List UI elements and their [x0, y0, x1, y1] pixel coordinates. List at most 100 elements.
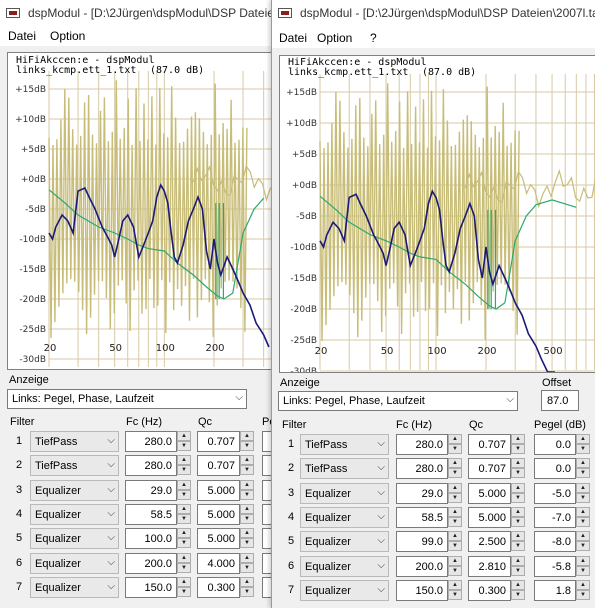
pegel-input[interactable] [262, 503, 272, 525]
fc-stepper[interactable]: 150.0 ▲ ▼ [125, 576, 191, 598]
pegel-input[interactable] [262, 552, 272, 574]
spin-down-icon[interactable]: ▼ [240, 586, 254, 597]
fc-input[interactable]: 29.0 [396, 482, 448, 504]
pegel-input[interactable] [262, 479, 272, 501]
filter-type-select[interactable]: Equalizer ⌵ [300, 579, 389, 601]
fc-input[interactable]: 280.0 [125, 431, 177, 452]
pegel-input[interactable]: -7.0 [534, 506, 576, 528]
spin-up-icon[interactable]: ▲ [177, 503, 191, 514]
spin-down-icon[interactable]: ▼ [448, 565, 462, 576]
back-titlebar[interactable]: dspModul - [D:\2Jürgen\dspModul\DSP Date… [0, 0, 272, 26]
qc-input[interactable]: 5.000 [197, 503, 240, 525]
spin-down-icon[interactable]: ▼ [576, 468, 590, 479]
spin-up-icon[interactable]: ▲ [448, 458, 462, 469]
spin-down-icon[interactable]: ▼ [240, 489, 254, 500]
qc-input[interactable]: 0.707 [468, 458, 511, 480]
spin-up-icon[interactable]: ▲ [240, 503, 254, 514]
filter-type-select[interactable]: Equalizer ⌵ [300, 482, 389, 504]
fc-stepper[interactable]: 99.0 ▲ ▼ [396, 531, 462, 553]
qc-stepper[interactable]: 0.707 ▲ ▼ [468, 434, 525, 455]
spin-up-icon[interactable]: ▲ [240, 576, 254, 587]
spin-down-icon[interactable]: ▼ [448, 492, 462, 503]
pegel-stepper[interactable] [262, 431, 272, 452]
fc-input[interactable]: 200.0 [125, 552, 177, 574]
fc-input[interactable]: 280.0 [396, 458, 448, 480]
app-icon[interactable] [278, 8, 292, 18]
spin-down-icon[interactable]: ▼ [511, 444, 525, 454]
qc-stepper[interactable]: 5.000 ▲ ▼ [197, 503, 254, 525]
spin-up-icon[interactable]: ▲ [448, 434, 462, 444]
qc-input[interactable]: 5.000 [197, 479, 240, 501]
filter-type-select[interactable]: Equalizer ⌵ [30, 503, 119, 525]
fc-stepper[interactable]: 200.0 ▲ ▼ [396, 555, 462, 577]
qc-stepper[interactable]: 4.000 ▲ ▼ [197, 552, 254, 574]
qc-input[interactable]: 5.000 [197, 528, 240, 550]
spin-up-icon[interactable]: ▲ [240, 455, 254, 466]
spin-down-icon[interactable]: ▼ [576, 565, 590, 576]
fc-stepper[interactable]: 29.0 ▲ ▼ [396, 482, 462, 504]
qc-input[interactable]: 0.707 [197, 455, 240, 477]
fc-input[interactable]: 100.0 [125, 528, 177, 550]
spin-up-icon[interactable]: ▲ [448, 506, 462, 517]
spin-up-icon[interactable]: ▲ [177, 479, 191, 490]
spin-down-icon[interactable]: ▼ [511, 468, 525, 479]
qc-input[interactable]: 0.707 [468, 434, 511, 455]
qc-stepper[interactable]: 2.810 ▲ ▼ [468, 555, 525, 577]
spin-up-icon[interactable]: ▲ [177, 528, 191, 539]
spin-up-icon[interactable]: ▲ [240, 552, 254, 563]
qc-input[interactable]: 5.000 [468, 482, 511, 504]
fc-stepper[interactable]: 280.0 ▲ ▼ [125, 431, 191, 452]
spin-down-icon[interactable]: ▼ [240, 513, 254, 524]
fc-stepper[interactable]: 280.0 ▲ ▼ [396, 458, 462, 480]
pegel-stepper[interactable] [262, 455, 272, 477]
spin-up-icon[interactable]: ▲ [448, 579, 462, 590]
pegel-stepper[interactable] [262, 576, 272, 598]
pegel-input[interactable]: 0.0 [534, 434, 576, 455]
pegel-stepper[interactable]: -5.0 ▲ ▼ [534, 482, 590, 504]
spin-up-icon[interactable]: ▲ [448, 555, 462, 566]
qc-stepper[interactable]: 0.707 ▲ ▼ [197, 431, 254, 452]
spin-down-icon[interactable]: ▼ [177, 562, 191, 573]
fc-stepper[interactable]: 58.5 ▲ ▼ [125, 503, 191, 525]
qc-stepper[interactable]: 0.300 ▲ ▼ [468, 579, 525, 601]
spin-down-icon[interactable]: ▼ [576, 541, 590, 552]
fc-stepper[interactable]: 280.0 ▲ ▼ [396, 434, 462, 455]
front-titlebar[interactable]: dspModul - [D:\2Jürgen\dspModul\DSP Date… [272, 0, 595, 28]
spin-down-icon[interactable]: ▼ [511, 541, 525, 552]
spin-up-icon[interactable]: ▲ [511, 531, 525, 542]
spin-up-icon[interactable]: ▲ [576, 579, 590, 590]
spin-down-icon[interactable]: ▼ [177, 586, 191, 597]
spin-down-icon[interactable]: ▼ [177, 538, 191, 549]
fc-input[interactable]: 280.0 [125, 455, 177, 477]
spin-up-icon[interactable]: ▲ [448, 531, 462, 542]
app-icon[interactable] [6, 8, 20, 18]
fc-stepper[interactable]: 29.0 ▲ ▼ [125, 479, 191, 501]
spin-up-icon[interactable]: ▲ [177, 455, 191, 466]
pegel-stepper[interactable]: 0.0 ▲ ▼ [534, 434, 590, 455]
fc-input[interactable]: 150.0 [125, 576, 177, 598]
spin-down-icon[interactable]: ▼ [177, 441, 191, 451]
qc-stepper[interactable]: 0.707 ▲ ▼ [197, 455, 254, 477]
spin-down-icon[interactable]: ▼ [177, 513, 191, 524]
fc-input[interactable]: 58.5 [125, 503, 177, 525]
filter-type-select[interactable]: TiefPass ⌵ [300, 458, 389, 480]
pegel-stepper[interactable]: -5.8 ▲ ▼ [534, 555, 590, 577]
fc-stepper[interactable]: 100.0 ▲ ▼ [125, 528, 191, 550]
spin-up-icon[interactable]: ▲ [511, 506, 525, 517]
spin-down-icon[interactable]: ▼ [576, 589, 590, 600]
filter-type-select[interactable]: Equalizer ⌵ [300, 506, 389, 528]
spin-down-icon[interactable]: ▼ [240, 538, 254, 549]
offset-input[interactable]: 87.0 [541, 390, 579, 411]
spin-down-icon[interactable]: ▼ [511, 589, 525, 600]
qc-stepper[interactable]: 5.000 ▲ ▼ [197, 528, 254, 550]
fc-input[interactable]: 200.0 [396, 555, 448, 577]
pegel-input[interactable] [262, 431, 272, 452]
menu-datei[interactable]: Datei [279, 31, 308, 45]
pegel-stepper[interactable] [262, 503, 272, 525]
pegel-stepper[interactable] [262, 479, 272, 501]
spin-up-icon[interactable]: ▲ [576, 555, 590, 566]
pegel-input[interactable]: -5.0 [534, 482, 576, 504]
filter-type-select[interactable]: Equalizer ⌵ [30, 479, 119, 501]
spin-up-icon[interactable]: ▲ [576, 482, 590, 493]
filter-type-select[interactable]: Equalizer ⌵ [30, 528, 119, 550]
